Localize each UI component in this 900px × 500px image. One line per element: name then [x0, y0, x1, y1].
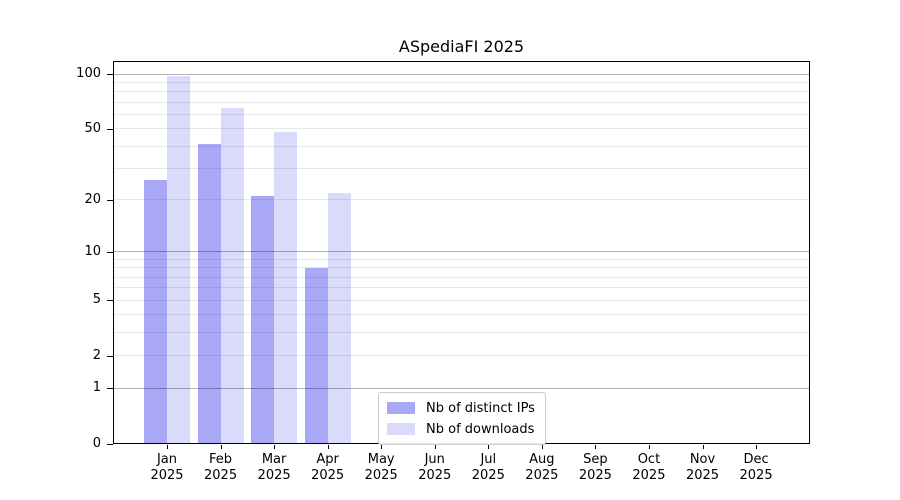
x-tick-label: Feb 2025: [204, 452, 238, 483]
minor-gridline: [113, 299, 810, 301]
legend-swatch-distinct-ips: [387, 402, 415, 414]
x-axis-tick: [542, 445, 543, 449]
minor-gridline: [113, 199, 810, 201]
legend-label: Nb of distinct IPs: [426, 400, 535, 416]
x-axis-tick: [274, 445, 275, 449]
y-axis-tick: [107, 356, 113, 357]
minor-gridline: [113, 267, 810, 269]
bar-distinct-ips: [197, 144, 221, 444]
minor-gridline: [113, 287, 810, 289]
x-tick-label: Aug 2025: [525, 452, 559, 483]
legend-item-distinct-ips: Nb of distinct IPs: [387, 399, 535, 417]
x-tick-label: Jul 2025: [471, 452, 505, 483]
x-tick-label: Dec 2025: [739, 452, 773, 483]
minor-gridline: [113, 332, 810, 334]
legend-label: Nb of downloads: [426, 421, 535, 437]
y-axis-tick: [107, 444, 113, 445]
bar-distinct-ips: [251, 196, 275, 444]
x-axis-tick: [595, 445, 596, 449]
chart-title: ASpediaFI 2025: [398, 37, 525, 56]
x-axis-tick: [328, 445, 329, 449]
bar-downloads: [220, 108, 244, 444]
minor-gridline: [113, 91, 810, 93]
x-tick-label: Oct 2025: [632, 452, 666, 483]
y-tick-label: 0: [92, 436, 101, 451]
y-tick-label: 50: [84, 120, 101, 136]
x-tick-label: Jan 2025: [150, 452, 184, 483]
y-axis-tick: [107, 200, 113, 201]
minor-gridline: [113, 355, 810, 357]
minor-gridline: [113, 81, 810, 83]
y-tick-label: 2: [92, 347, 101, 363]
minor-gridline: [113, 258, 810, 260]
y-tick-label: 5: [92, 292, 101, 308]
x-axis-tick: [703, 445, 704, 449]
x-tick-label: Nov 2025: [685, 452, 720, 483]
y-axis-tick: [107, 252, 113, 253]
bar-distinct-ips: [304, 267, 328, 444]
bar-downloads: [327, 192, 351, 444]
x-tick-label: Sep 2025: [578, 452, 612, 483]
major-gridline: [113, 251, 810, 253]
y-axis-tick: [107, 74, 113, 75]
x-axis-tick: [381, 445, 382, 449]
y-axis-tick: [107, 129, 113, 130]
legend: Nb of distinct IPs Nb of downloads: [378, 392, 546, 445]
plot-area: [113, 61, 810, 444]
major-gridline: [113, 73, 810, 75]
bar-distinct-ips: [144, 179, 167, 444]
x-tick-label: Mar 2025: [257, 452, 291, 483]
legend-item-downloads: Nb of downloads: [387, 420, 535, 438]
x-axis-tick: [756, 445, 757, 449]
x-axis-tick: [488, 445, 489, 449]
y-tick-label: 1: [92, 380, 101, 396]
y-axis-tick: [107, 300, 113, 301]
bar-downloads: [274, 131, 298, 444]
minor-gridline: [113, 168, 810, 170]
x-axis-tick: [649, 445, 650, 449]
minor-gridline: [113, 113, 810, 115]
y-tick-label: 10: [84, 243, 101, 259]
bar-downloads: [167, 76, 190, 444]
y-tick-label: 20: [84, 191, 101, 207]
minor-gridline: [113, 314, 810, 316]
y-tick-label: 100: [76, 66, 101, 81]
minor-gridline: [113, 101, 810, 103]
legend-swatch-downloads: [387, 423, 415, 435]
x-tick-label: May 2025: [364, 452, 398, 483]
x-tick-label: Jun 2025: [418, 452, 452, 483]
x-axis-tick: [221, 445, 222, 449]
x-axis-tick: [167, 445, 168, 449]
minor-gridline: [113, 276, 810, 278]
minor-gridline: [113, 128, 810, 130]
y-axis-tick: [107, 388, 113, 389]
x-axis-tick: [435, 445, 436, 449]
x-tick-label: Apr 2025: [311, 452, 345, 483]
major-gridline: [113, 387, 810, 389]
minor-gridline: [113, 145, 810, 147]
